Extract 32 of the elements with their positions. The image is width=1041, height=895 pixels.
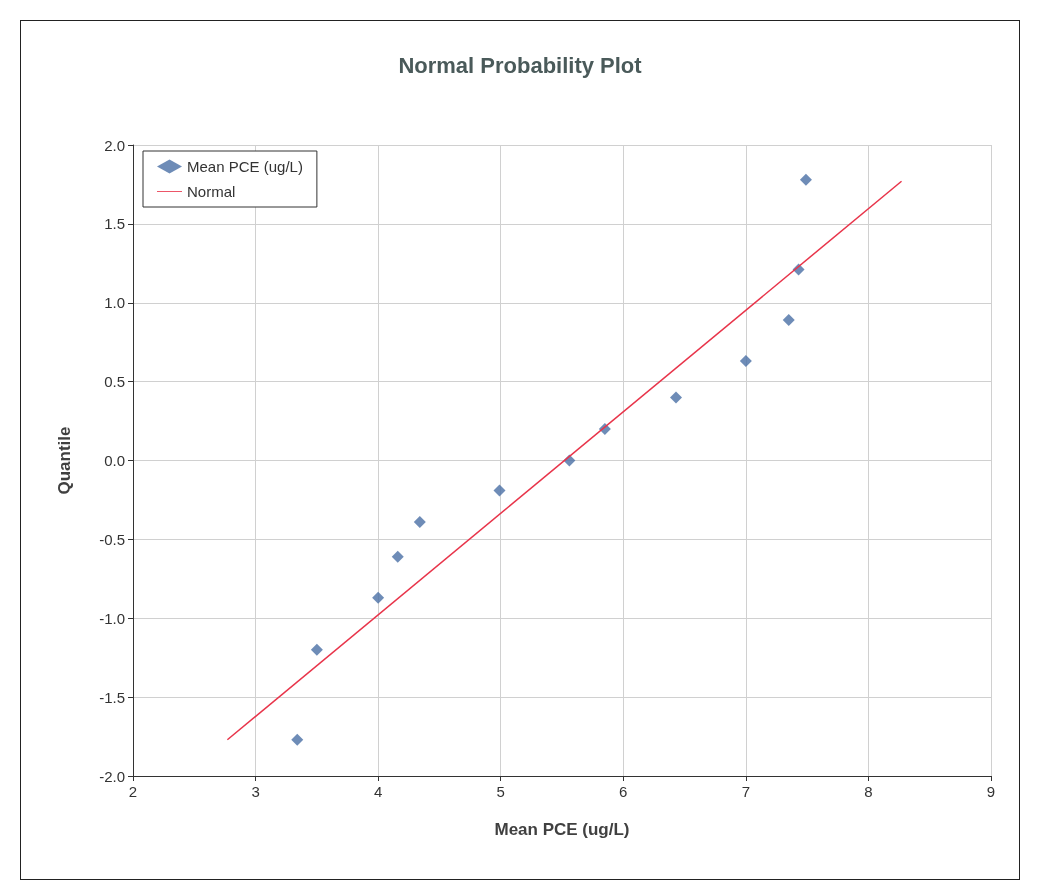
point: [391, 550, 404, 563]
y-tick-label: -2.0: [99, 767, 125, 785]
y-tick-label: 0.0: [104, 452, 125, 469]
y-tick-label: -1.0: [99, 609, 125, 627]
point: [372, 591, 385, 604]
x-tick-label: 4: [373, 783, 383, 800]
x-tick-label: 7: [741, 783, 751, 800]
point: [413, 516, 426, 529]
y-tick-label: -0.5: [99, 530, 125, 548]
x-tick-label: 9: [986, 783, 996, 800]
x-tick-label: 8: [864, 783, 873, 800]
legend-label: Normal: [187, 183, 236, 200]
point: [669, 391, 682, 404]
x-tick-label: 6: [619, 783, 628, 800]
point: [291, 733, 304, 746]
point: [799, 173, 812, 186]
point: [739, 355, 752, 368]
legend-label: Mean PCE (ug/L): [187, 158, 303, 175]
y-tick-label: 0.5: [104, 373, 125, 391]
point: [493, 484, 506, 497]
y-tick-label: 1.0: [104, 294, 125, 312]
y-axis-title: Quantile: [55, 426, 74, 495]
x-tick-label: 3: [251, 783, 260, 800]
point: [310, 643, 323, 656]
x-tick-label: 5: [496, 783, 505, 800]
y-tick-label: -1.5: [99, 688, 125, 706]
chart-title: Normal Probability Plot: [398, 52, 643, 78]
y-tick-label: 2.0: [104, 136, 125, 154]
y-tick-label: 1.5: [104, 215, 125, 233]
x-tick-label: 2: [128, 783, 138, 800]
point: [782, 314, 795, 327]
x-axis-title: Mean PCE (ug/L): [494, 820, 630, 839]
